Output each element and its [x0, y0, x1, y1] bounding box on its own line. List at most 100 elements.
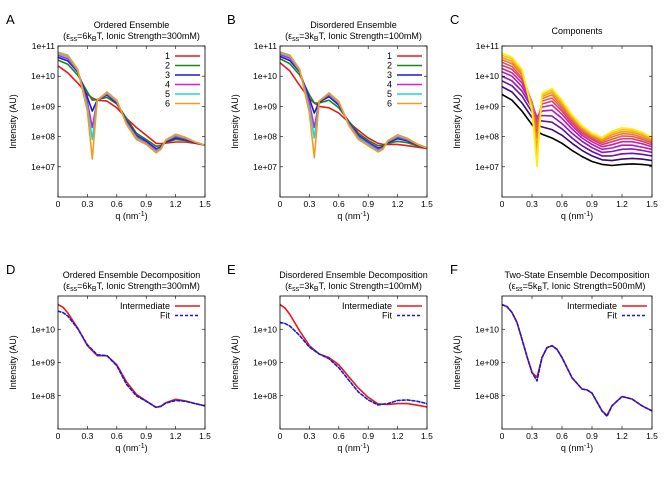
y-axis-label: Intensity (AU) [230, 94, 240, 149]
series-group [502, 52, 652, 168]
series-line-6 [280, 51, 427, 159]
series-line-fit [502, 303, 652, 418]
x-tick-label: 0.6 [111, 431, 123, 441]
panel-letter: E [227, 262, 236, 277]
x-tick-label: 0.3 [81, 431, 93, 441]
panel-b: B Disordered Ensemble(εss=3kBT, Ionic Str… [227, 12, 433, 221]
x-axis-label: q (nm-1) [337, 443, 369, 453]
y-tick-label: 1e+07 [31, 162, 55, 172]
panel-subtitle-b: (εss=3kBT, Ionic Strength=100mM) [285, 31, 422, 43]
x-axis-label: q (nm-1) [115, 211, 147, 221]
x-tick-label: 1.2 [392, 431, 404, 441]
x-tick-label: 1.5 [646, 199, 658, 209]
legend-label: 2 [165, 61, 170, 71]
x-tick-label: 0.3 [303, 199, 315, 209]
panel-title: Ordered Ensemble Decomposition [63, 270, 201, 280]
series-line-1 [502, 85, 652, 162]
y-tick-label: 1e+10 [31, 71, 55, 81]
y-axis-label: Intensity (AU) [8, 335, 18, 390]
series-line-2 [280, 57, 427, 149]
y-tick-label: 1e+09 [475, 358, 499, 368]
series-line-9 [502, 56, 652, 150]
panel-title: Two-State Ensemble Decomposition [504, 270, 649, 280]
y-tick-label: 1e+10 [475, 324, 499, 334]
x-tick-label: 0 [278, 199, 283, 209]
y-tick-label: 1e+08 [475, 132, 499, 142]
y-tick-label: 1e+09 [31, 358, 55, 368]
legend-label: 1 [387, 51, 392, 61]
panel-c: C Components 0 0.3 0.6 0.9 1.2 1.5 1e+07 1e+08 1e+… [450, 12, 658, 221]
x-tick-label: 0.3 [526, 431, 538, 441]
series-line-3 [280, 55, 427, 149]
y-tick-label: 1e+11 [476, 41, 500, 51]
legend-label: 2 [387, 61, 392, 71]
x-tick-label: 0.9 [140, 431, 152, 441]
legend-label: Intermediate [120, 301, 170, 311]
x-tick-label: 0.3 [81, 199, 93, 209]
x-tick-label: 1.2 [170, 199, 182, 209]
x-tick-label: 1.5 [421, 431, 433, 441]
x-tick-label: 1.2 [616, 431, 628, 441]
series-group [280, 51, 427, 159]
legend-label: 1 [165, 51, 170, 61]
series-group [58, 303, 205, 409]
x-tick-label: 0.6 [556, 199, 568, 209]
panel-title: Ordered Ensemble [94, 20, 170, 30]
panel-letter: C [450, 12, 459, 27]
series-line-0 [502, 93, 652, 167]
series-group [58, 51, 205, 160]
panel-letter: D [6, 262, 15, 277]
x-tick-label: 0 [500, 199, 505, 209]
legend-label: 6 [165, 99, 170, 109]
y-tick-label: 1e+07 [475, 162, 499, 172]
x-tick-label: 0.9 [586, 431, 598, 441]
x-tick-label: 1.2 [616, 199, 628, 209]
y-tick-label: 1e+09 [31, 101, 55, 111]
x-axis-label: q (nm-1) [337, 211, 369, 221]
x-tick-label: 0.6 [333, 431, 345, 441]
series-line-2 [58, 59, 205, 147]
x-tick-label: 1.5 [199, 199, 211, 209]
panel-title: Components [551, 26, 603, 36]
plot-frame [501, 45, 653, 198]
y-tick-label: 1e+11 [254, 41, 278, 51]
y-tick-label: 1e+10 [253, 71, 277, 81]
panel-d: D Ordered Ensemble Decomposition(εss=6kBT… [6, 262, 211, 453]
y-axis-label: Intensity (AU) [452, 94, 462, 149]
plot-frame [279, 45, 428, 198]
legend-label: Intermediate [342, 301, 392, 311]
x-tick-label: 0.9 [362, 199, 374, 209]
x-tick-label: 0.9 [586, 199, 598, 209]
series-group [502, 303, 652, 418]
panel-subtitle-f: (εss=5kBT, Ionic Strength=500mM) [509, 281, 646, 293]
panel-letter: B [227, 12, 236, 27]
x-tick-label: 1.5 [199, 431, 211, 441]
y-axis-label: Intensity (AU) [230, 335, 240, 390]
panel-subtitle-e: (εss=3kBT, Ionic Strength=100mM) [285, 281, 422, 293]
panel-title: Disordered Ensemble [310, 20, 397, 30]
series-line-3 [502, 75, 652, 154]
legend-label: 4 [165, 80, 170, 90]
x-tick-label: 1.5 [421, 199, 433, 209]
y-tick-label: 1e+10 [31, 324, 55, 334]
series-group [280, 303, 427, 408]
panel-e: E Disordered Ensemble Decomposition(εss=3… [227, 262, 433, 453]
x-axis-label: q (nm-1) [115, 443, 147, 453]
legend-label: 5 [387, 89, 392, 99]
series-line-5 [280, 52, 427, 152]
series-line-2 [502, 80, 652, 157]
legend-label: Fit [160, 311, 170, 321]
x-tick-label: 0.6 [111, 199, 123, 209]
legend-label: Fit [607, 311, 617, 321]
panel-letter: F [450, 262, 458, 277]
plot-frame [57, 45, 206, 198]
x-tick-label: 0.3 [303, 431, 315, 441]
panel-subtitle-d: (εss=6kBT, Ionic Strength=300mM) [63, 281, 200, 293]
y-tick-label: 1e+08 [475, 391, 499, 401]
series-line-11 [502, 52, 652, 168]
y-tick-label: 1e+08 [31, 132, 55, 142]
